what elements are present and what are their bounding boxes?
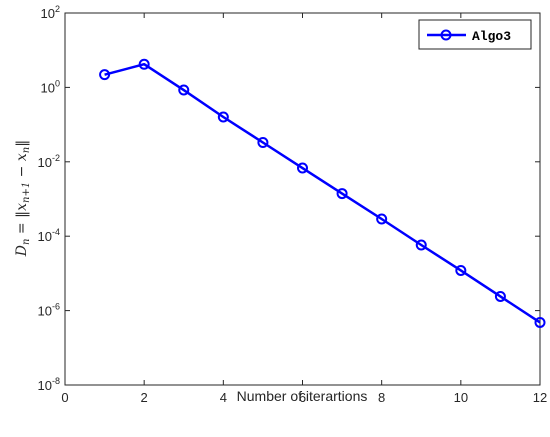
data-point [494,290,506,302]
legend-label: Algo3 [472,29,511,44]
data-point [415,239,427,251]
data-point [336,188,348,200]
data-point [534,316,546,328]
data-point [376,213,388,225]
y-axis-label: Dn = ‖xn+1 − xn‖ [14,140,32,257]
y-tick-label: 10-8 [38,376,60,393]
data-point [99,69,111,81]
x-axis-label: Number of iterartions [237,388,368,404]
y-tick-label: 10-6 [38,302,60,319]
y-tick-label: 10-4 [38,227,60,244]
x-tick-label: 10 [454,390,468,405]
y-tick-label: 102 [41,4,60,21]
data-point [178,84,190,96]
y-tick-label: 10-2 [38,153,60,170]
data-point [257,137,269,149]
x-axis: 0 2 4 6 8 10 12 [61,13,547,405]
series-layer [99,58,546,328]
series-line [104,62,541,324]
y-tick-label: 100 [41,78,60,95]
data-point [217,111,229,123]
x-tick-label: 8 [378,390,385,405]
plot-frame [64,12,541,386]
data-point [455,264,467,276]
y-axis: 102 100 10-2 10-4 10-6 10-8 [38,4,540,393]
x-tick-label: 0 [61,390,68,405]
x-tick-label: 4 [220,390,227,405]
svg-text:Dn = ‖xn+1 − xn‖: Dn = ‖xn+1 − xn‖ [14,140,32,257]
data-point [297,162,308,174]
data-point [138,58,150,70]
plot-area [64,12,541,386]
legend-marker-sample [440,29,452,41]
x-tick-label: 12 [533,390,547,405]
x-tick-label: 2 [141,390,148,405]
x-tick-label: 6 [299,390,306,405]
legend: Algo3 [418,19,532,50]
